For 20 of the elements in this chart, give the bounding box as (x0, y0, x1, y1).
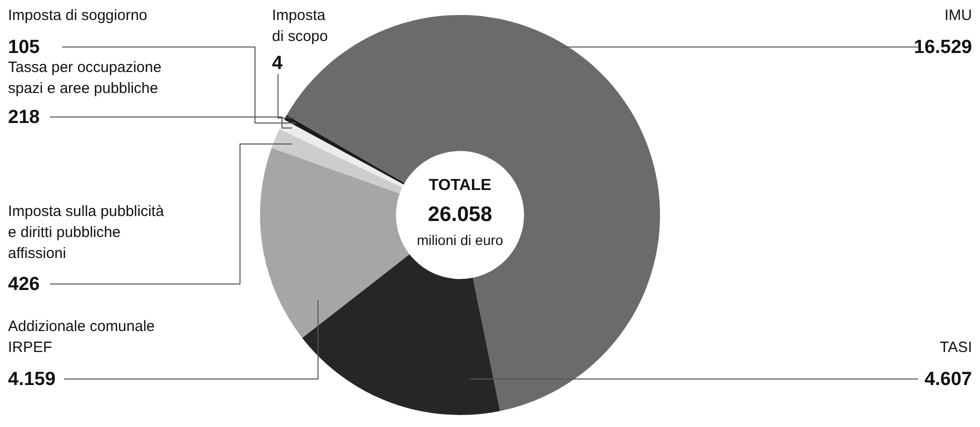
data-label: 16.529 (914, 37, 972, 58)
text: 26.058 (428, 203, 492, 226)
data-label: 4.607 (924, 369, 972, 390)
slice-label: Imposta sulla pubblicità e diritti pubbliche affissioni (8, 203, 165, 262)
slice-label: IMU (944, 7, 972, 24)
slice-label: Tassa per occupazione spazi e aree pubbliche (8, 59, 162, 97)
data-label: 4.159 (8, 369, 56, 390)
data-label: 426 (8, 274, 40, 295)
slice-label: TASI (940, 339, 972, 356)
donut-slice (302, 254, 500, 415)
data-label: 105 (8, 37, 40, 58)
slice-label: Imposta di soggiorno (8, 7, 148, 24)
text: TOTALE (428, 177, 492, 194)
donut-slice (272, 128, 402, 194)
text: milioni di euro (416, 232, 504, 248)
donut-slice (260, 148, 410, 338)
slice-label: Imposta di scopo (272, 7, 328, 45)
data-label: 218 (8, 107, 40, 128)
slice-label: Addizionale comunale IRPEF (8, 318, 155, 356)
data-label: 4 (272, 53, 283, 74)
